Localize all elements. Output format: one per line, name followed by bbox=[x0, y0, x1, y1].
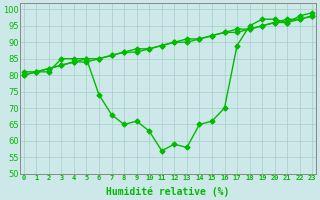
X-axis label: Humidité relative (%): Humidité relative (%) bbox=[106, 187, 230, 197]
